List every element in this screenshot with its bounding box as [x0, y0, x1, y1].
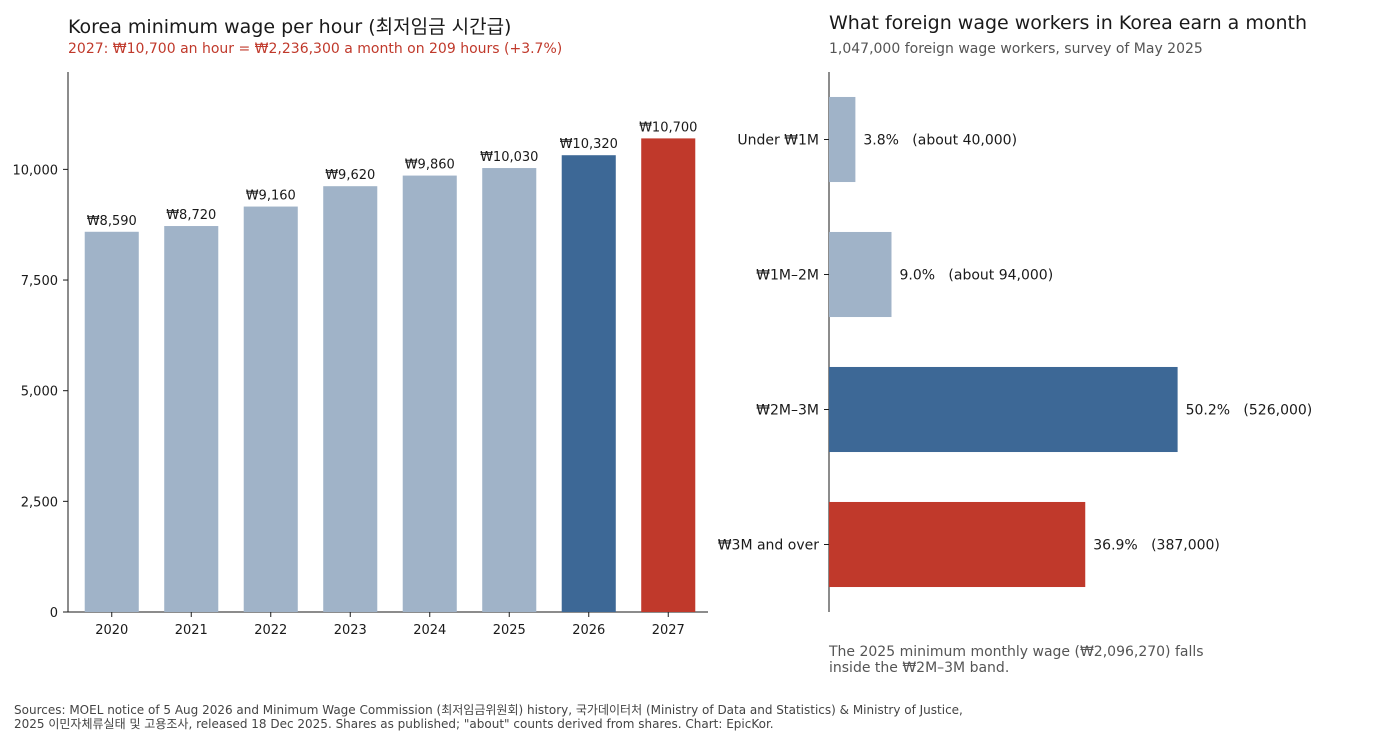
- left-y-tick-label: 5,000: [21, 385, 58, 400]
- left-bar-label: ₩8,590: [87, 214, 137, 229]
- right-bar-1: [829, 231, 892, 318]
- left-bar-2027: [641, 138, 696, 613]
- left-bar-2022: [243, 206, 298, 612]
- left-bar-label: ₩9,860: [405, 158, 455, 173]
- left-x-tick-label: 2026: [572, 623, 605, 638]
- right-bar-label: 9.0% (about 94,000): [900, 268, 1054, 284]
- left-bar-label: ₩9,620: [325, 168, 375, 183]
- right-bar-2: [829, 366, 1178, 453]
- left-y-tick-label: 10,000: [13, 163, 59, 178]
- sources-line-1: Sources: MOEL notice of 5 Aug 2026 and M…: [14, 703, 963, 717]
- right-bar-label: 50.2% (526,000): [1186, 403, 1313, 419]
- right-bar-label: 36.9% (387,000): [1093, 538, 1220, 554]
- left-bar-label: ₩10,320: [560, 137, 618, 152]
- left-bar-2023: [323, 186, 378, 612]
- right-chart-subtitle: 1,047,000 foreign wage workers, survey o…: [829, 41, 1203, 57]
- left-bar-2025: [482, 168, 537, 612]
- sources-footnote: Sources: MOEL notice of 5 Aug 2026 and M…: [14, 703, 1114, 731]
- right-category-label: ₩3M and over: [718, 538, 820, 554]
- left-chart-subtitle: 2027: ₩10,700 an hour = ₩2,236,300 a mon…: [68, 41, 563, 57]
- left-bar-label: ₩9,160: [246, 189, 296, 204]
- left-x-tick-label: 2025: [493, 623, 526, 638]
- left-x-tick-label: 2021: [175, 623, 208, 638]
- left-x-tick-label: 2027: [652, 623, 685, 638]
- left-x-tick-label: 2023: [334, 623, 367, 638]
- left-x-tick-label: 2020: [95, 623, 128, 638]
- left-bar-label: ₩10,700: [639, 120, 697, 135]
- sources-line-2: 2025 이민자체류실태 및 고용조사, released 18 Dec 202…: [14, 717, 774, 731]
- left-chart-title: Korea minimum wage per hour (최저임금 시간급): [68, 16, 512, 38]
- right-bar-0: [829, 96, 856, 183]
- left-bar-2021: [164, 226, 219, 613]
- right-category-label: ₩1M–2M: [756, 268, 819, 284]
- left-x-tick-label: 2022: [254, 623, 287, 638]
- left-bar-label: ₩8,720: [166, 208, 216, 223]
- left-y-tick-label: 2,500: [21, 495, 58, 510]
- right-category-label: ₩2M–3M: [756, 403, 819, 419]
- left-y-tick-label: 7,500: [21, 274, 58, 289]
- left-bar-2026: [561, 155, 616, 612]
- right-chart-title: What foreign wage workers in Korea earn …: [829, 12, 1307, 34]
- left-bar-2020: [84, 231, 139, 613]
- right-category-label: Under ₩1M: [737, 133, 819, 149]
- left-bar-label: ₩10,030: [480, 150, 538, 165]
- minimum-wage-note: The 2025 minimum monthly wage (₩2,096,27…: [829, 644, 1204, 676]
- right-bar-label: 3.8% (about 40,000): [863, 133, 1017, 149]
- left-y-tick-label: 0: [50, 606, 58, 621]
- left-bar-2024: [402, 175, 457, 612]
- left-x-tick-label: 2024: [413, 623, 446, 638]
- right-bar-3: [829, 501, 1086, 588]
